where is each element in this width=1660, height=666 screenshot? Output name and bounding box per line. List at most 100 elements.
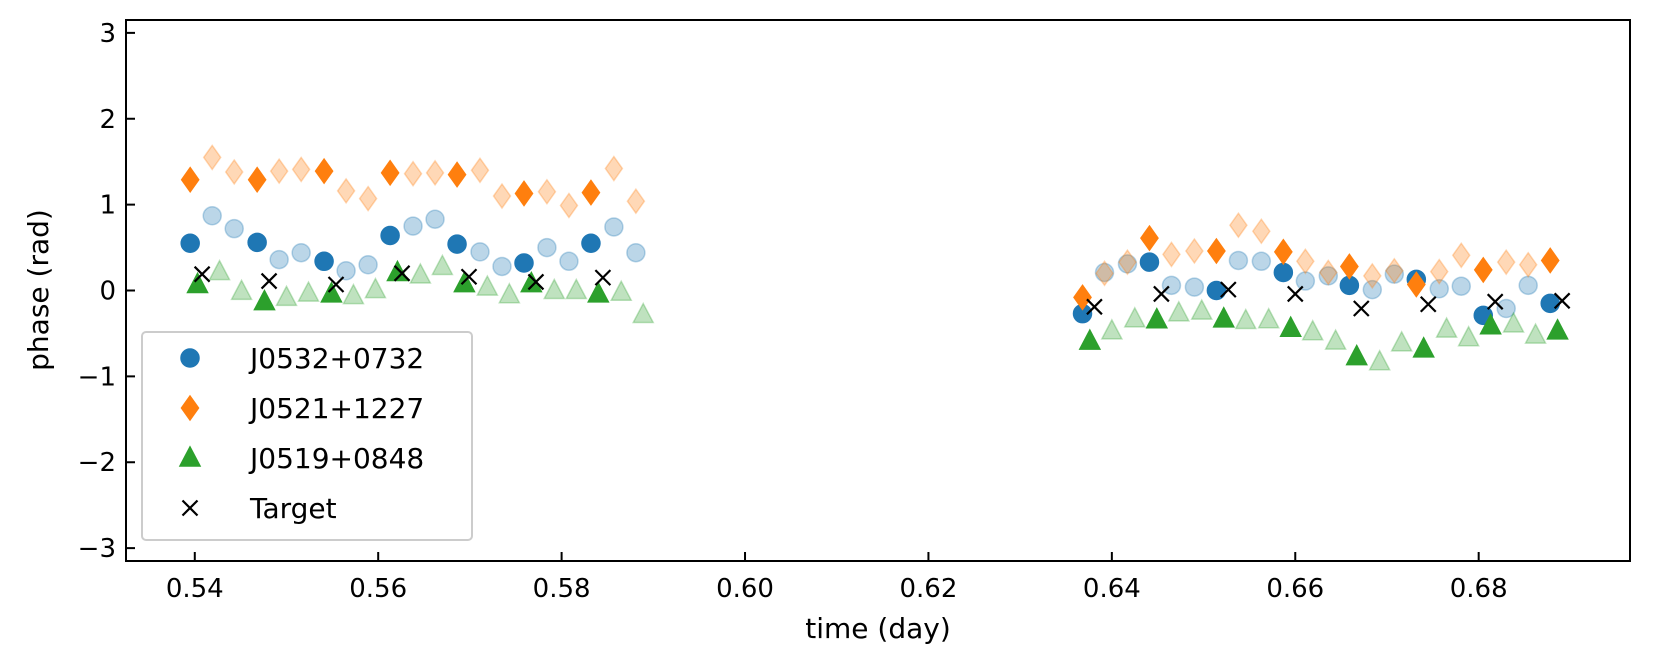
data-point	[1353, 300, 1370, 317]
data-point	[247, 232, 267, 253]
data-point-faded	[1518, 275, 1538, 296]
data-point	[1419, 295, 1437, 313]
data-point-faded	[604, 217, 624, 237]
data-point-faded	[336, 260, 356, 281]
data-point	[514, 180, 534, 207]
data-point-faded	[1184, 277, 1205, 297]
data-point	[1140, 224, 1159, 252]
legend-marker-x	[181, 499, 199, 517]
data-point-faded	[1184, 237, 1204, 265]
data-point	[514, 253, 534, 273]
data-point-faded	[1451, 276, 1472, 296]
x-tick-label: 0.60	[716, 574, 774, 604]
data-point-faded	[1384, 257, 1404, 285]
data-point	[1279, 315, 1302, 338]
data-point-faded	[202, 144, 222, 171]
x-tick-label: 0.64	[1083, 574, 1141, 604]
data-point-faded	[1457, 325, 1480, 347]
data-point	[314, 251, 334, 272]
data-point	[180, 166, 200, 194]
data-point	[260, 272, 278, 290]
data-point-faded	[1234, 307, 1257, 330]
data-point-faded	[224, 158, 244, 186]
data-point-faded	[431, 253, 454, 276]
data-point	[186, 271, 209, 294]
axis-ticks: 0.54 0.56 0.58 0.60 0.62 0.64 0.66 0.68 3 2 1 0 −1 −2…	[78, 19, 1508, 604]
data-point-faded	[537, 237, 557, 258]
x-tick-label: 0.62	[899, 574, 957, 604]
data-point	[1339, 253, 1359, 280]
data-point-faded	[1496, 298, 1516, 319]
data-point	[1473, 256, 1493, 284]
legend-label: J0521+1227	[248, 392, 424, 425]
data-point	[1139, 252, 1160, 272]
data-point-faded	[609, 279, 633, 301]
data-point	[447, 234, 467, 254]
data-point-faded	[604, 155, 624, 182]
data-point-faded	[1318, 266, 1339, 286]
data-point-faded	[1295, 248, 1315, 275]
data-point	[1540, 293, 1560, 314]
y-tick-label: 0	[99, 277, 116, 307]
data-point-faded	[1295, 271, 1316, 291]
x-tick-label: 0.54	[166, 574, 224, 604]
data-point-faded	[269, 157, 289, 185]
data-point	[393, 265, 411, 282]
data-marks	[180, 144, 1571, 371]
data-point	[447, 161, 467, 188]
data-point	[1212, 306, 1235, 328]
data-point	[1546, 318, 1569, 340]
data-point-faded	[1301, 319, 1324, 341]
data-point-faded	[1496, 248, 1516, 276]
data-point-faded	[492, 256, 512, 277]
series-J0519+0848	[186, 253, 1569, 371]
data-point-faded	[208, 258, 231, 281]
data-point	[253, 289, 276, 311]
data-point-faded	[1318, 259, 1338, 286]
data-point	[380, 159, 400, 187]
y-axis-title: phase (rad)	[22, 209, 55, 371]
data-point-faded	[565, 277, 588, 300]
data-point-faded	[498, 282, 521, 304]
data-point	[1273, 262, 1294, 283]
data-point	[594, 269, 612, 286]
y-tick-label: 3	[99, 19, 116, 49]
data-point-faded	[1524, 322, 1547, 344]
data-point	[460, 268, 478, 286]
legend-label: J0519+0848	[248, 442, 424, 475]
data-point-faded	[403, 216, 423, 236]
legend-label: Target	[249, 492, 337, 525]
data-point-faded	[1368, 349, 1391, 371]
y-tick-label: −1	[78, 362, 116, 392]
data-point-faded	[1162, 241, 1181, 268]
data-point-faded	[537, 178, 557, 206]
data-point-faded	[224, 218, 244, 239]
data-point-faded	[492, 182, 512, 210]
data-point-faded	[1190, 298, 1213, 320]
data-point	[1078, 328, 1102, 350]
data-point-faded	[291, 156, 311, 183]
data-point-faded	[631, 301, 655, 324]
data-point-faded	[364, 277, 387, 299]
data-point-faded	[1117, 254, 1138, 274]
data-point-faded	[1094, 262, 1115, 283]
y-tick-label: 1	[99, 191, 116, 221]
data-point-faded	[626, 187, 646, 215]
data-point-faded	[1257, 307, 1280, 329]
data-point-faded	[409, 262, 432, 284]
data-point-faded	[1502, 311, 1525, 333]
legend-box	[141, 331, 473, 541]
data-point-faded	[1123, 306, 1147, 328]
data-point	[1086, 298, 1103, 316]
x-tick-label: 0.68	[1450, 574, 1508, 604]
data-point-faded	[342, 283, 365, 305]
data-point	[380, 225, 400, 246]
data-point-faded	[1518, 251, 1538, 279]
data-point-faded	[1100, 318, 1124, 340]
data-point	[1206, 280, 1227, 301]
data-point	[247, 166, 267, 194]
legend-marker-circle	[180, 348, 200, 368]
data-point-faded	[1384, 264, 1405, 284]
data-point-faded	[336, 177, 356, 205]
data-point	[193, 265, 211, 283]
